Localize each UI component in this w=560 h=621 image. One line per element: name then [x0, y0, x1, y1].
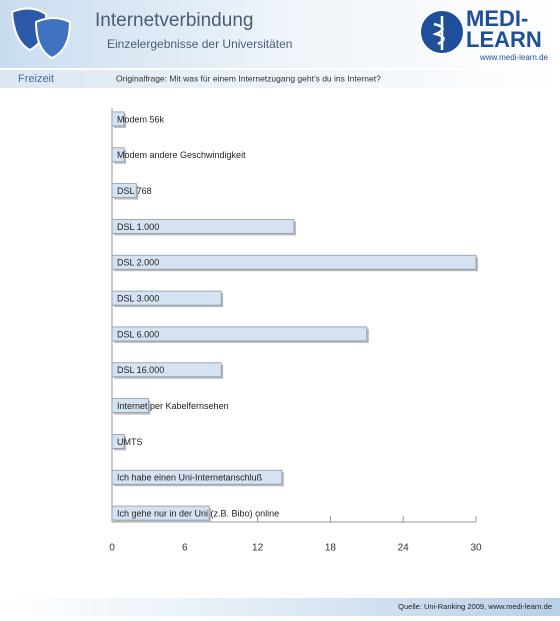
logo: MEDI- LEARN www.medi-learn.de	[419, 6, 549, 62]
x-tick-label: 24	[398, 543, 410, 554]
category-label: Modem andere Geschwindigkeit	[117, 150, 246, 160]
bar	[111, 111, 125, 127]
x-tick-label: 30	[470, 543, 482, 554]
bar	[111, 254, 477, 270]
category-label: Ich gehe nur in der Uni (z.B. Bibo) onli…	[117, 508, 279, 518]
category-label: Internet per Kabelfernsehen	[117, 401, 229, 411]
source: Quelle: Uni-Ranking 2009, www.medi-learn…	[398, 602, 552, 611]
bar	[111, 326, 368, 342]
x-tick-label: 0	[109, 543, 115, 554]
footer-bg	[0, 598, 560, 616]
masks-icon	[10, 7, 72, 60]
category-label: DSL 1.000	[117, 222, 159, 232]
logo-text: LEARN	[466, 27, 542, 52]
section-bar	[0, 70, 560, 88]
x-tick-label: 6	[182, 543, 188, 554]
bar	[111, 147, 125, 163]
bar	[111, 469, 283, 485]
section: Freizeit	[18, 73, 54, 85]
bar	[111, 219, 295, 234]
category-label: UMTS	[117, 437, 143, 447]
subtitle: Einzelergebnisse der Universitäten	[107, 37, 292, 51]
bar	[111, 398, 149, 413]
logo-text: MEDI-	[466, 6, 528, 31]
title: Internetverbindung	[95, 10, 253, 31]
header-bg	[0, 0, 560, 68]
x-tick-label: 18	[325, 543, 337, 554]
bar	[111, 290, 222, 306]
bar	[111, 505, 210, 521]
bar	[111, 183, 137, 198]
logo-url: www.medi-learn.de	[479, 53, 549, 62]
category-label: Ich habe einen Uni-Internetanschluß	[117, 473, 263, 483]
category-label: Modem 56k	[117, 114, 165, 124]
bar	[111, 434, 125, 449]
x-tick-label: 12	[252, 543, 264, 554]
category-label: DSL 2.000	[117, 258, 159, 268]
bar	[111, 362, 222, 378]
category-label: DSL 6.000	[117, 329, 159, 339]
question: Originalfrage: Mit was für einem Interne…	[116, 73, 381, 83]
category-label: DSL 3.000	[117, 293, 159, 303]
category-label: DSL 16.000	[117, 365, 164, 375]
category-label: DSL 768	[117, 186, 152, 196]
